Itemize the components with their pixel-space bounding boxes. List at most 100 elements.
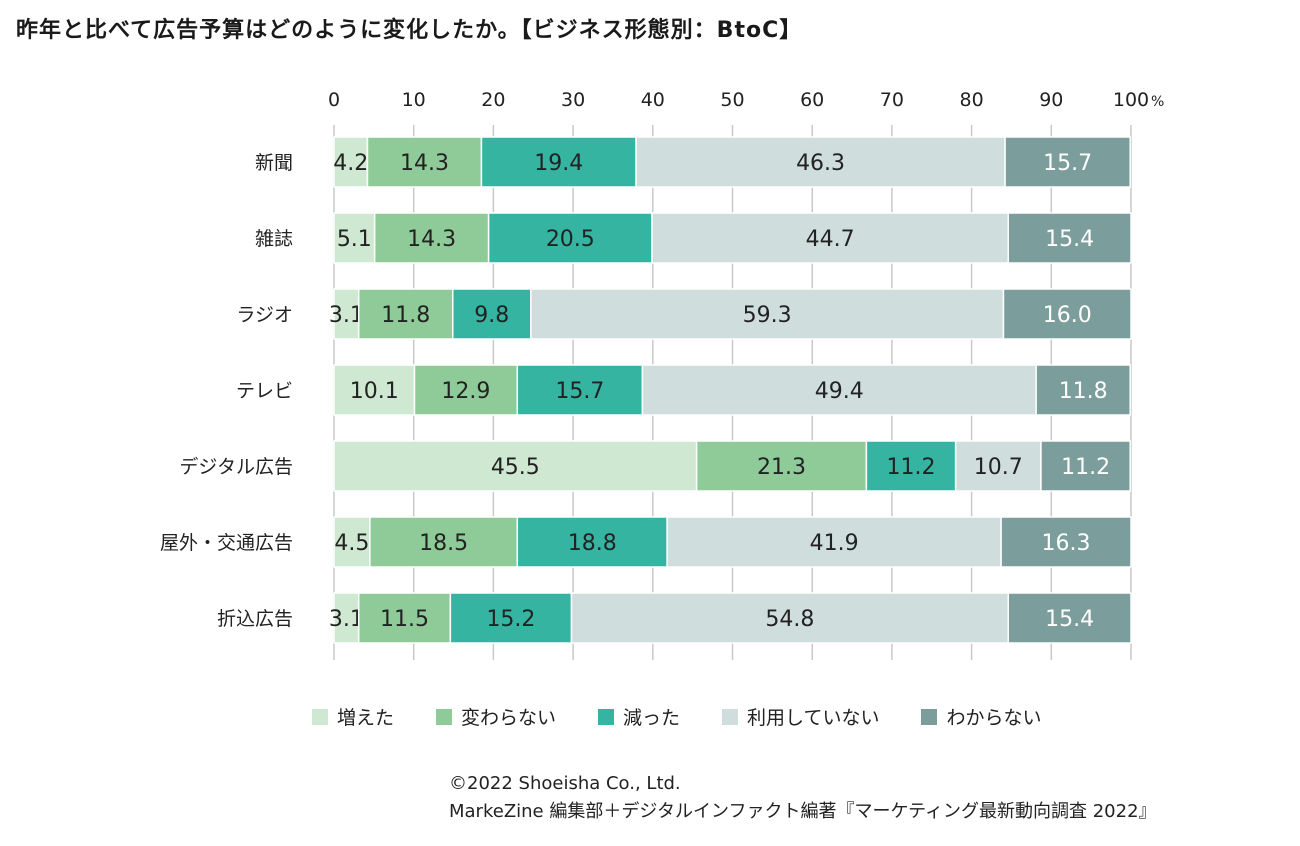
legend-item: 利用していない	[722, 703, 879, 730]
data-label: 59.3	[743, 303, 792, 328]
data-label: 15.4	[1045, 227, 1094, 252]
bar-segment	[369, 516, 519, 568]
legend-label: わからない	[946, 707, 1042, 729]
data-label: 18.5	[419, 531, 468, 556]
legend-label: 変わらない	[461, 707, 557, 729]
bar-segment	[373, 212, 490, 264]
data-label: 15.7	[555, 379, 604, 404]
x-tick-label: 70	[880, 89, 904, 111]
x-tick-label: 40	[641, 89, 665, 111]
x-tick-label: 90	[1039, 89, 1063, 111]
bar-segment	[333, 364, 416, 416]
bar-segment	[333, 136, 369, 188]
bar-segment	[357, 592, 452, 644]
bar-segment	[651, 212, 1010, 264]
data-label: 10.7	[974, 455, 1023, 480]
bar-segment	[954, 440, 1042, 492]
bar-segment	[366, 136, 483, 188]
category-label: ラジオ	[236, 304, 293, 326]
bar-segment	[1004, 136, 1131, 188]
bar-segment	[516, 364, 644, 416]
data-label: 15.4	[1045, 607, 1094, 632]
data-label: 46.3	[796, 151, 845, 176]
bar-segment	[449, 592, 573, 644]
bar-segment	[635, 136, 1006, 188]
data-label: 11.8	[381, 303, 430, 328]
legend-item: 減った	[598, 703, 680, 730]
x-tick-label: 0	[328, 89, 340, 111]
legend-swatch	[436, 708, 453, 725]
data-label: 16.0	[1043, 303, 1092, 328]
x-tick-label: 80	[960, 89, 984, 111]
legend-label: 利用していない	[747, 707, 880, 729]
bar-segment	[1002, 288, 1132, 340]
footer: ©2022 Shoeisha Co., Ltd. MarkeZine 編集部＋デ…	[449, 770, 1157, 826]
bar-segment	[452, 288, 532, 340]
data-label: 44.7	[806, 227, 855, 252]
legend-item: 増えた	[312, 703, 394, 730]
bar-segment	[1000, 516, 1132, 568]
data-label: 11.2	[1061, 455, 1110, 480]
data-label: 21.3	[757, 455, 806, 480]
bar-segment	[865, 440, 957, 492]
data-label: 4.2	[333, 151, 368, 176]
bar-segment	[695, 440, 868, 492]
bar-segment	[1035, 364, 1131, 416]
bar-segment	[333, 440, 698, 492]
data-label: 5.1	[337, 227, 372, 252]
x-tick-label: 60	[800, 89, 824, 111]
category-label: 新聞	[255, 152, 293, 174]
data-label: 9.8	[474, 303, 509, 328]
data-label: 54.8	[765, 607, 814, 632]
bar-segment	[333, 212, 376, 264]
data-label: 11.5	[380, 607, 429, 632]
data-label: 45.5	[491, 455, 540, 480]
data-label: 19.4	[534, 151, 583, 176]
bar-segment	[1007, 592, 1132, 644]
data-label: 11.2	[887, 455, 936, 480]
bar-segment	[480, 136, 637, 188]
data-label: 4.5	[334, 531, 369, 556]
x-unit-label: %	[1151, 94, 1164, 110]
x-tick-label: 20	[481, 89, 505, 111]
data-label: 14.3	[400, 151, 449, 176]
data-label: 15.2	[486, 607, 535, 632]
category-label: テレビ	[236, 380, 293, 402]
data-label: 41.9	[810, 531, 859, 556]
data-label: 14.3	[407, 227, 456, 252]
bar-segment	[641, 364, 1037, 416]
legend-swatch	[598, 708, 615, 725]
bar-segment	[333, 516, 371, 568]
legend-label: 減った	[623, 707, 681, 729]
data-label: 11.8	[1059, 379, 1108, 404]
x-tick-label: 10	[402, 89, 426, 111]
x-tick-label: 50	[720, 89, 744, 111]
legend-label: 増えた	[337, 707, 395, 729]
bar-segment	[487, 212, 653, 264]
bar-segment	[516, 516, 668, 568]
data-label: 15.7	[1043, 151, 1092, 176]
data-label: 12.9	[441, 379, 490, 404]
legend-item: わからない	[921, 703, 1042, 730]
legend: 増えた 変わらない 減った 利用していない わからない	[312, 703, 1084, 730]
legend-swatch	[921, 708, 938, 725]
legend-swatch	[312, 708, 328, 725]
x-tick-label: 100	[1113, 89, 1149, 111]
bar-segment	[1040, 440, 1131, 492]
category-label: 屋外・交通広告	[160, 532, 293, 554]
data-label: 18.8	[568, 531, 617, 556]
data-label: 10.1	[350, 379, 399, 404]
category-label: デジタル広告	[179, 456, 293, 478]
bar-segment	[666, 516, 1002, 568]
chart-title: 昨年と比べて広告予算はどのように変化したか。【ビジネス形態別：BtoC】	[16, 18, 803, 43]
source-text: MarkeZine 編集部＋デジタルインファクト編著『マーケティング最新動向調査…	[449, 801, 1157, 822]
bar-segment	[1007, 212, 1132, 264]
x-tick-label: 30	[561, 89, 585, 111]
legend-item: 変わらない	[436, 703, 556, 730]
data-label: 49.4	[815, 379, 864, 404]
legend-swatch	[722, 708, 739, 725]
data-label: 16.3	[1042, 531, 1091, 556]
category-label: 折込広告	[217, 608, 293, 630]
copyright-text: ©2022 Shoeisha Co., Ltd.	[449, 773, 681, 794]
category-label: 雑誌	[255, 228, 293, 250]
